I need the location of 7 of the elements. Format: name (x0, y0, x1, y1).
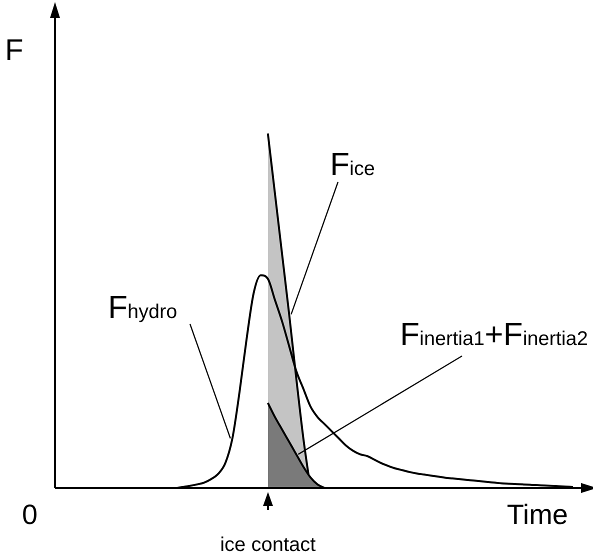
text: 0 (22, 499, 38, 530)
y-axis-title: F (5, 34, 24, 67)
text: Finertia1+Finertia2 (400, 316, 588, 352)
x-axis-title: Time (506, 499, 568, 530)
text: ice contact (220, 534, 316, 556)
series-label: Fice (330, 146, 375, 182)
text: Fhydro (108, 289, 178, 325)
